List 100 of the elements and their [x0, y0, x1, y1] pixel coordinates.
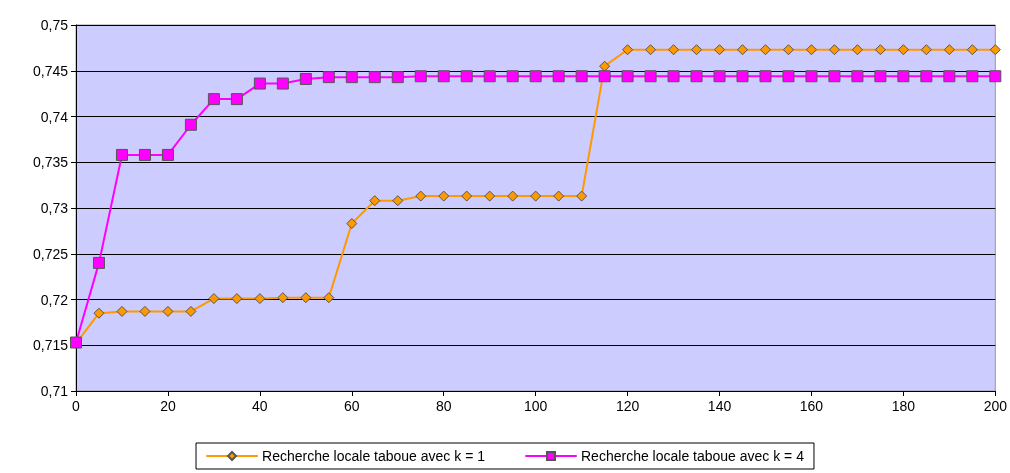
- point: [254, 293, 266, 305]
- point: [162, 305, 174, 317]
- point: [575, 70, 588, 83]
- x-tick-label: 200: [983, 398, 1008, 414]
- point: [989, 44, 1001, 56]
- point: [276, 77, 289, 90]
- x-tick-label: 80: [435, 398, 452, 414]
- point: [851, 70, 864, 83]
- x-tick-label: 60: [344, 398, 360, 414]
- point: [92, 256, 105, 269]
- point: [369, 195, 381, 207]
- point: [874, 44, 886, 56]
- x-tick-label: 180: [891, 398, 916, 414]
- point: [920, 70, 933, 83]
- point: [529, 70, 542, 83]
- point: [552, 70, 565, 83]
- x-tick-label: 40: [252, 398, 268, 414]
- point: [184, 118, 197, 131]
- point: [437, 70, 450, 83]
- point: [943, 70, 956, 83]
- point: [598, 70, 611, 83]
- point: [161, 148, 174, 161]
- point: [115, 148, 128, 161]
- point: [645, 44, 657, 56]
- y-tick-label: 0,725: [32, 245, 69, 262]
- point: [461, 190, 473, 202]
- point: [207, 93, 220, 106]
- point: [208, 293, 220, 305]
- point: [759, 44, 771, 56]
- point: [460, 70, 473, 83]
- x-tick-label: 140: [707, 398, 732, 414]
- point: [805, 44, 817, 56]
- point: [691, 44, 703, 56]
- point: [713, 70, 726, 83]
- point: [714, 44, 726, 56]
- point: [392, 195, 404, 207]
- legend-label: Recherche locale taboue avec k = 1: [262, 448, 486, 464]
- point: [253, 77, 266, 90]
- point: [277, 292, 289, 304]
- point: [851, 44, 863, 56]
- y-tick-label: 0,745: [32, 62, 69, 79]
- point: [300, 292, 312, 304]
- point: [782, 44, 794, 56]
- point: [966, 44, 978, 56]
- point: [897, 44, 909, 56]
- point: [230, 93, 243, 106]
- point: [116, 305, 128, 317]
- point: [668, 44, 680, 56]
- point: [185, 305, 197, 317]
- x-tick-label: 100: [523, 398, 548, 414]
- y-tick-label: 0,735: [32, 154, 69, 171]
- point: [414, 70, 427, 83]
- legend-label: Recherche locale taboue avec k = 4: [581, 448, 805, 464]
- point: [759, 70, 772, 83]
- point: [231, 293, 243, 305]
- point: [782, 70, 795, 83]
- point: [138, 148, 151, 161]
- point: [874, 70, 887, 83]
- point: [438, 190, 450, 202]
- point: [346, 218, 358, 230]
- y-tick-label: 0,75: [40, 17, 69, 33]
- point: [966, 70, 979, 83]
- point: [415, 190, 427, 202]
- point: [690, 70, 703, 83]
- point: [828, 44, 840, 56]
- x-tick-label: 0: [72, 398, 81, 414]
- point: [483, 70, 496, 83]
- x-tick-label: 160: [799, 398, 824, 414]
- point: [553, 190, 565, 202]
- point: [737, 44, 749, 56]
- point: [667, 70, 680, 83]
- point: [368, 71, 381, 84]
- point: [345, 71, 358, 84]
- y-tick-label: 0,71: [40, 383, 69, 399]
- y-tick-label: 0,72: [40, 291, 69, 308]
- point: [323, 292, 335, 304]
- point: [530, 190, 542, 202]
- y-tick-label: 0,73: [40, 200, 69, 216]
- point: [139, 305, 151, 317]
- point: [484, 190, 496, 202]
- point: [828, 70, 841, 83]
- point: [599, 60, 611, 72]
- point: [621, 70, 634, 83]
- point: [322, 71, 335, 84]
- point: [576, 190, 588, 202]
- point: [299, 72, 312, 85]
- point: [805, 70, 818, 83]
- point: [736, 70, 749, 83]
- point: [989, 70, 1002, 83]
- point: [507, 190, 519, 202]
- x-tick-label: 120: [615, 398, 640, 414]
- point: [622, 44, 634, 56]
- point: [644, 70, 657, 83]
- y-tick-label: 0,715: [32, 337, 69, 354]
- point: [506, 70, 519, 83]
- point: [943, 44, 955, 56]
- point: [391, 71, 404, 84]
- point: [93, 307, 105, 319]
- point: [920, 44, 932, 56]
- y-tick-label: 0,74: [40, 108, 69, 125]
